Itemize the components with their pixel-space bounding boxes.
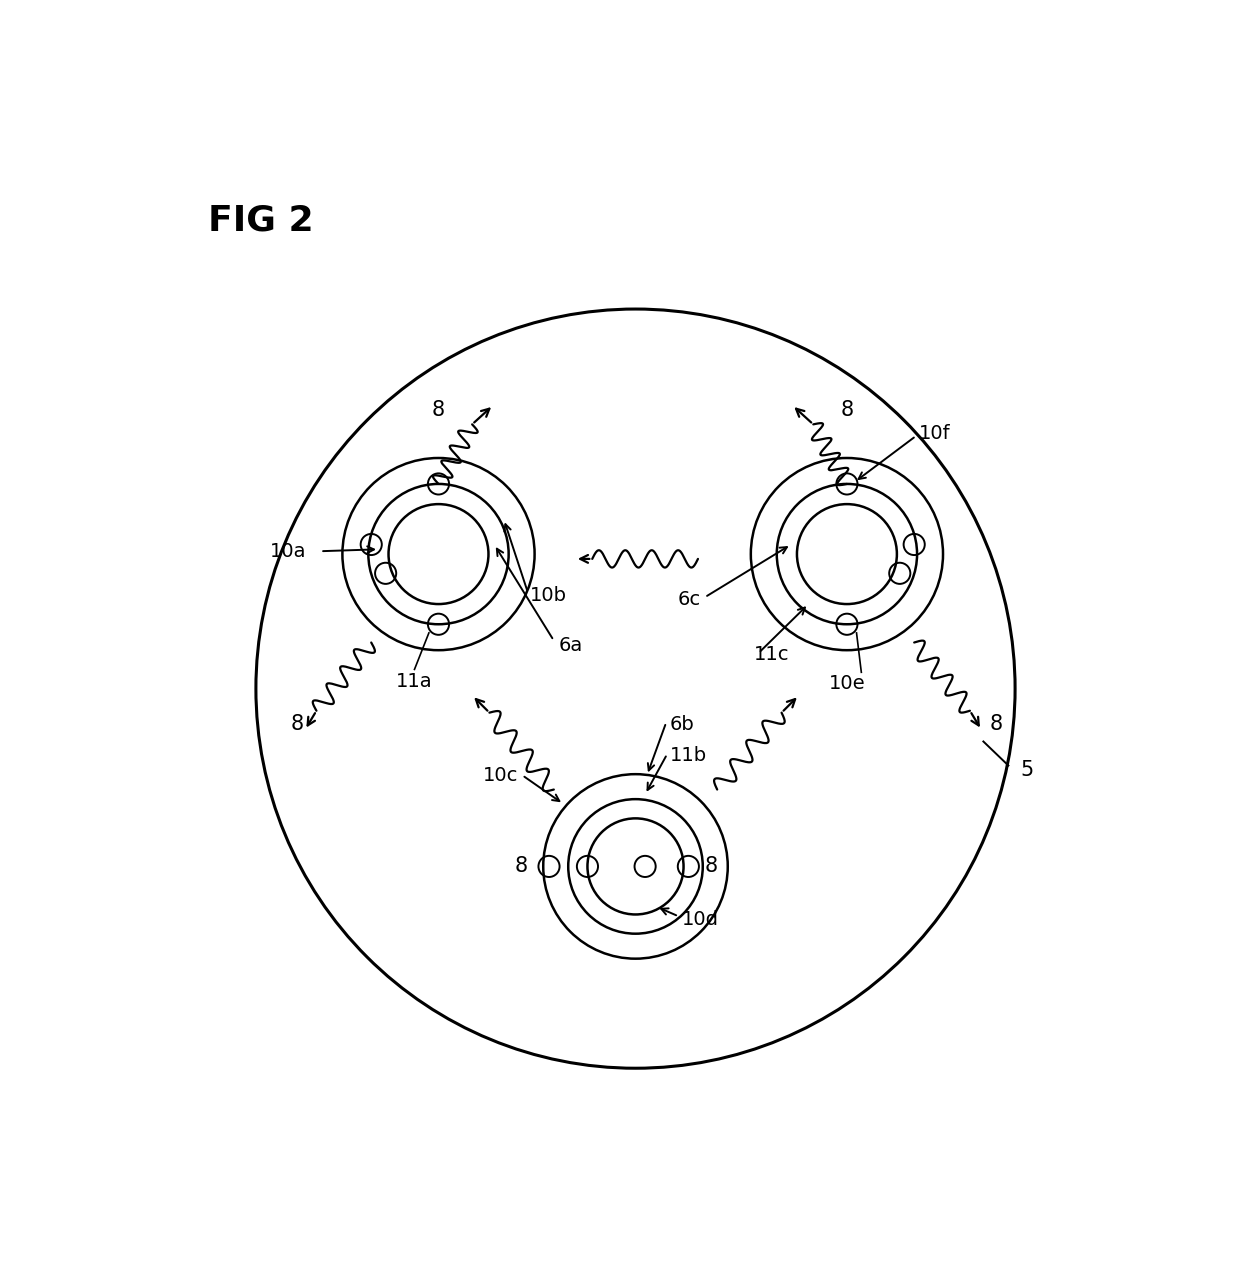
Text: 11c: 11c: [754, 645, 789, 665]
Text: 8: 8: [290, 714, 304, 734]
Text: 10f: 10f: [919, 424, 951, 443]
Text: 8: 8: [432, 400, 445, 419]
Text: 6b: 6b: [670, 714, 694, 734]
Text: 8: 8: [990, 714, 1002, 734]
Text: 10a: 10a: [269, 542, 306, 561]
Text: 8: 8: [515, 856, 528, 877]
Text: 8: 8: [841, 400, 853, 419]
Text: 10e: 10e: [828, 675, 866, 693]
Text: 6c: 6c: [678, 589, 701, 608]
Text: 11b: 11b: [670, 746, 707, 766]
Text: 8: 8: [704, 856, 718, 877]
Text: 6a: 6a: [558, 636, 583, 654]
Text: 11a: 11a: [396, 672, 433, 691]
Text: 10c: 10c: [482, 766, 518, 785]
Text: 10b: 10b: [529, 585, 567, 604]
Text: FIG 2: FIG 2: [208, 203, 314, 238]
Text: 10d: 10d: [682, 910, 719, 929]
Text: 5: 5: [1019, 760, 1033, 781]
